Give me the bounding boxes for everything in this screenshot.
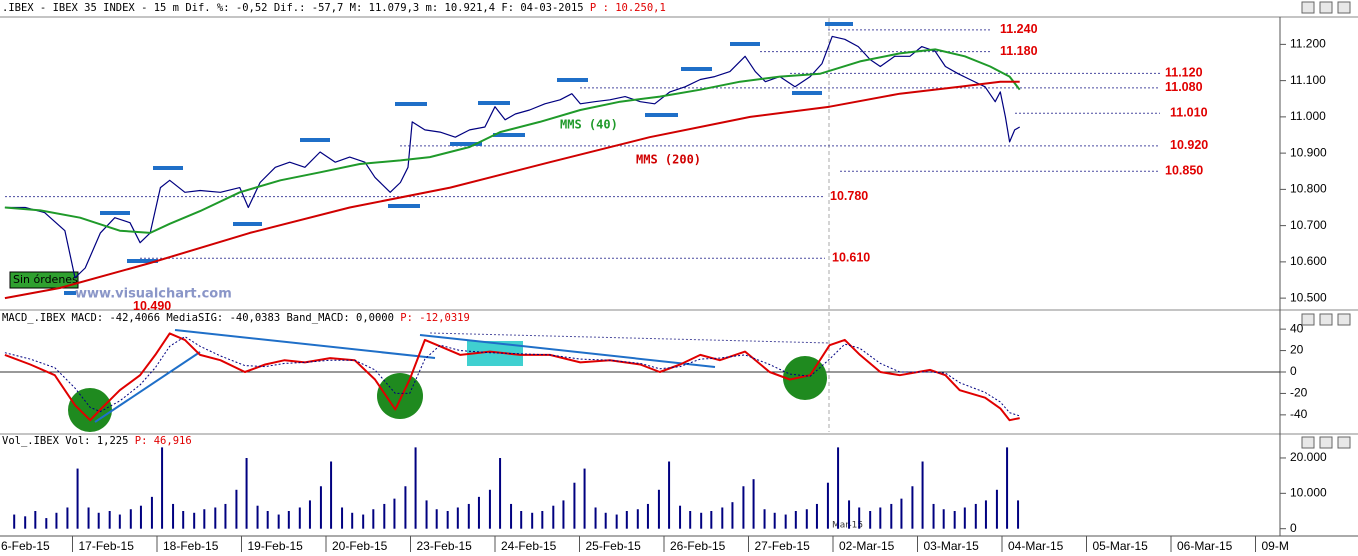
y-tick-label: 11.200 — [1290, 37, 1326, 51]
close-button[interactable] — [1337, 313, 1351, 326]
level-label: 10.610 — [832, 251, 870, 265]
trend-lines — [94, 329, 716, 423]
y-tick-label: 10.000 — [1290, 486, 1327, 500]
header-price: P : 10.250,1 — [590, 2, 666, 14]
series-line — [4, 48, 1021, 234]
header-text: MACD_.IBEX MACD: -42,4066 MediaSIG: -40,… — [2, 312, 394, 324]
swing-markers — [64, 22, 853, 295]
price-header: .IBEX - IBEX 35 INDEX - 15 m Dif. %: -0,… — [2, 2, 666, 14]
level-label: 11.080 — [1165, 80, 1203, 94]
level-label: 10.780 — [830, 189, 868, 203]
highlight-circle — [377, 373, 423, 419]
annotation-box — [9, 271, 79, 289]
y-tick-label: -40 — [1290, 407, 1308, 421]
close-button[interactable] — [1337, 1, 1351, 14]
header-price: P: -12,0319 — [400, 312, 470, 324]
window-buttons[interactable] — [1301, 1, 1351, 449]
y-tick-label: 11.100 — [1290, 73, 1326, 87]
series-line — [4, 332, 1020, 422]
y-tick-label: 10.500 — [1290, 290, 1327, 304]
x-tick-label: 6-Feb-15 — [1, 539, 50, 553]
maximize-button[interactable] — [1319, 1, 1333, 14]
x-tick-label: 05-Mar-15 — [1092, 539, 1148, 553]
series-label: MMS (40) — [560, 118, 618, 132]
level-label: 11.180 — [1000, 44, 1038, 58]
series-label: MMS (200) — [636, 153, 701, 167]
y-tick-label: 11.000 — [1290, 109, 1326, 123]
x-tick-label: 27-Feb-15 — [754, 539, 810, 553]
level-label: 11.120 — [1165, 66, 1203, 80]
highlight-circle — [68, 388, 112, 432]
x-tick-label: 26-Feb-15 — [670, 539, 726, 553]
x-tick-label: 06-Mar-15 — [1177, 539, 1233, 553]
level-label: 11.010 — [1170, 106, 1208, 120]
series-line — [4, 35, 1021, 279]
y-tick-label: 10.600 — [1290, 254, 1327, 268]
x-tick-label: 18-Feb-15 — [163, 539, 219, 553]
level-label: 10.850 — [1165, 164, 1203, 178]
level-label: 10.490 — [133, 299, 171, 313]
trend-line — [94, 351, 201, 423]
level-label: 11.240 — [1000, 22, 1038, 36]
y-tick-label: 20.000 — [1290, 450, 1327, 464]
x-tick-label: 20-Feb-15 — [332, 539, 388, 553]
x-tick-label: 03-Mar-15 — [923, 539, 979, 553]
level-label: 10.920 — [1170, 138, 1208, 152]
x-tick-label: 23-Feb-15 — [416, 539, 472, 553]
x-tick-label: 02-Mar-15 — [839, 539, 895, 553]
x-tick-label: 17-Feb-15 — [79, 539, 135, 553]
annotation: Sin órdenes — [13, 273, 78, 286]
x-tick-label: 24-Feb-15 — [501, 539, 557, 553]
minimize-button[interactable] — [1301, 313, 1315, 326]
maximize-button[interactable] — [1319, 436, 1333, 449]
y-tick-label: 0 — [1290, 521, 1297, 535]
reference-line — [429, 332, 831, 344]
series-line — [4, 80, 1020, 300]
y-tick-label: 40 — [1290, 321, 1304, 335]
y-tick-label: 10.900 — [1290, 145, 1327, 159]
annotation: Mar-15 — [832, 521, 863, 531]
maximize-button[interactable] — [1319, 313, 1333, 326]
volume-header: Vol_.IBEX Vol: 1,225 P: 46,916 — [2, 435, 192, 447]
trend-line — [419, 334, 716, 368]
y-tick-label: 0 — [1290, 364, 1297, 378]
x-tick-label: 04-Mar-15 — [1008, 539, 1064, 553]
header-price: P: 46,916 — [135, 435, 192, 447]
x-tick-label: 25-Feb-15 — [585, 539, 641, 553]
y-tick-label: 20 — [1290, 343, 1304, 357]
watermark: www.visualchart.com — [75, 287, 232, 302]
close-button[interactable] — [1337, 436, 1351, 449]
minimize-button[interactable] — [1301, 436, 1315, 449]
y-tick-label: -20 — [1290, 386, 1308, 400]
x-tick-label: 19-Feb-15 — [247, 539, 303, 553]
minimize-button[interactable] — [1301, 1, 1315, 14]
macd-header: MACD_.IBEX MACD: -42,4066 MediaSIG: -40,… — [2, 312, 470, 324]
y-tick-label: 10.800 — [1290, 182, 1327, 196]
highlight-circle — [783, 356, 827, 400]
x-tick-label: 09-M — [1261, 539, 1288, 553]
header-text: .IBEX - IBEX 35 INDEX - 15 m Dif. %: -0,… — [2, 2, 584, 14]
header-text: Vol_.IBEX Vol: 1,225 — [2, 435, 128, 447]
trend-line — [174, 329, 436, 359]
y-tick-label: 10.700 — [1290, 218, 1327, 232]
series-line — [4, 336, 1020, 417]
